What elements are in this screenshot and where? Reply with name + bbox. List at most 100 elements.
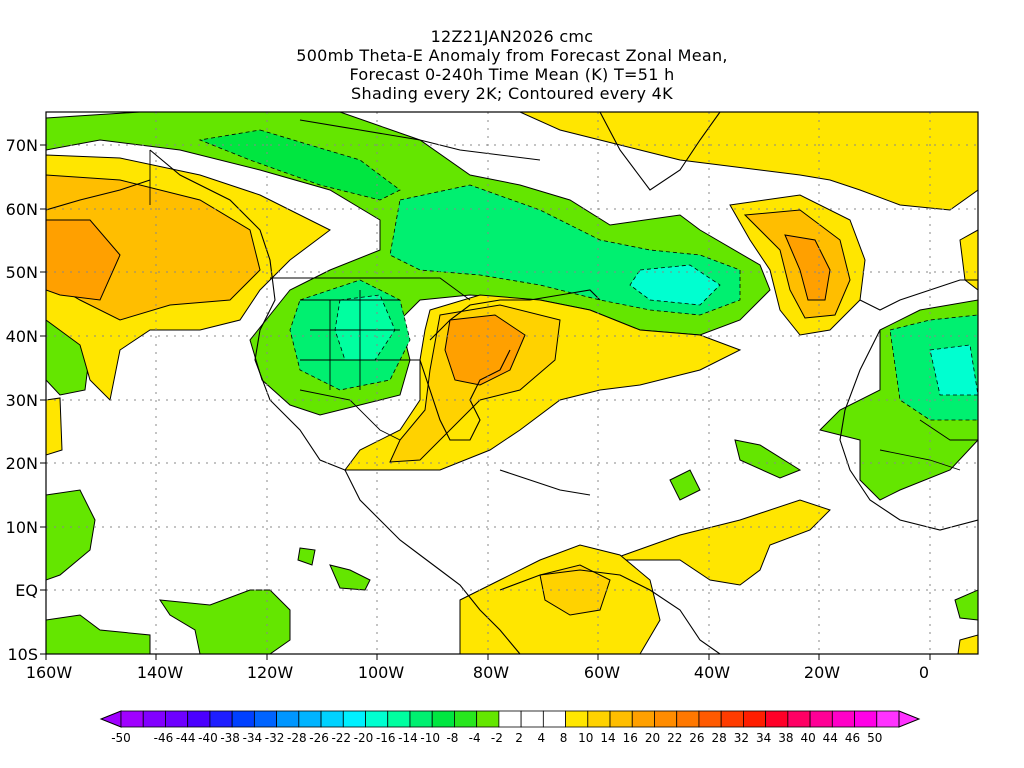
lon-label: 20W: [804, 663, 840, 682]
colorbar-swatch: [876, 710, 900, 728]
colorbar-min-arrow: [99, 710, 122, 728]
colorbar-label: -32: [265, 731, 285, 745]
lon-label: 160W: [26, 663, 73, 682]
colorbar-swatch: [276, 710, 300, 728]
colorbar-label: -40: [198, 731, 218, 745]
colorbar-swatch: [698, 710, 722, 728]
colorbar-label: 22: [667, 731, 682, 745]
colorbar-swatch: [720, 710, 744, 728]
map-title-line-3: Forecast 0-240h Time Mean (K) T=51 h: [349, 65, 675, 84]
colorbar-label: -38: [220, 731, 240, 745]
colorbar-label: 28: [712, 731, 727, 745]
colorbar-swatch: [476, 710, 500, 728]
lat-label: 70N: [6, 136, 38, 155]
colorbar-swatch: [454, 710, 478, 728]
colorbar-label: 8: [560, 731, 568, 745]
axis-ticks: [40, 144, 931, 660]
colorbar-swatch: [342, 710, 366, 728]
lat-label: 60N: [6, 200, 38, 219]
colorbar-label: 16: [623, 731, 638, 745]
lon-label: 80W: [473, 663, 509, 682]
map-plot-area: [46, 112, 978, 654]
colorbar-swatch: [654, 710, 678, 728]
colorbar-label: 40: [800, 731, 815, 745]
colorbar-label: 26: [689, 731, 704, 745]
lon-label: 60W: [584, 663, 620, 682]
colorbar-swatch: [787, 710, 811, 728]
lat-label: 50N: [6, 263, 38, 282]
colorbar-label: -46: [154, 731, 174, 745]
colorbar-label: 34: [756, 731, 771, 745]
lat-label: 30N: [6, 391, 38, 410]
strong-negative-shading: [198, 129, 978, 421]
colorbar-label: -14: [398, 731, 418, 745]
colorbar-swatch: [142, 710, 166, 728]
lat-label: 10S: [7, 645, 38, 664]
colorbar-swatch: [387, 710, 411, 728]
map-title-line-2: 500mb Theta-E Anomaly from Forecast Zona…: [296, 46, 728, 65]
lon-label: 40W: [694, 663, 730, 682]
colorbar-label: -26: [309, 731, 329, 745]
colorbar-label: 44: [823, 731, 838, 745]
colorbar-label: 38: [778, 731, 793, 745]
colorbar-label: -16: [376, 731, 396, 745]
colorbar-label: -8: [446, 731, 458, 745]
colorbar-label: 46: [845, 731, 860, 745]
colorbar-label: 20: [645, 731, 660, 745]
colorbar-swatch: [431, 710, 455, 728]
positive-anomaly-shading: [46, 112, 978, 654]
colorbar: -50 -46 -44 -40 -38 -34 -32 -28 -26 -22 -20 -16 -14-…: [99, 710, 921, 745]
colorbar-label: -50: [111, 731, 131, 745]
latitude-labels: 70N 60N 50N 40N 30N 20N 10N EQ 10S: [6, 136, 38, 664]
lon-label: 0: [919, 663, 929, 682]
colorbar-label: -2: [491, 731, 503, 745]
lat-label: 20N: [6, 454, 38, 473]
colorbar-swatch: [231, 710, 255, 728]
colorbar-label: -28: [287, 731, 307, 745]
colorbar-label: 14: [600, 731, 615, 745]
map-frame: [45, 111, 979, 655]
colorbar-swatch: [831, 710, 855, 728]
colorbar-label: -20: [354, 731, 374, 745]
colorbar-label: 2: [515, 731, 523, 745]
borders: [149, 150, 978, 471]
lat-label: EQ: [15, 581, 38, 600]
colorbar-label: -44: [176, 731, 196, 745]
lon-label: 100W: [358, 663, 405, 682]
longitude-labels: 160W 140W 120W 100W 80W 60W 40W 20W 0: [26, 663, 929, 682]
colorbar-swatch: [498, 710, 522, 728]
colorbar-swatch: [520, 710, 544, 728]
map-title-line-4: Shading every 2K; Contoured every 4K: [351, 84, 673, 103]
colorbar-swatch: [676, 710, 700, 728]
colorbar-max-arrow: [898, 710, 921, 728]
colorbar-swatch: [187, 710, 211, 728]
colorbar-swatch: [587, 710, 611, 728]
colorbar-label: 32: [734, 731, 749, 745]
colorbar-swatch: [542, 710, 566, 728]
colorbar-swatch: [609, 710, 633, 728]
colorbar-swatch: [854, 710, 878, 728]
colorbar-swatch: [365, 710, 389, 728]
colorbar-label: 4: [538, 731, 546, 745]
map-title-line-1: 12Z21JAN2026 cmc: [430, 27, 594, 46]
colorbar-swatch: [631, 710, 655, 728]
colorbar-swatch: [165, 710, 189, 728]
colorbar-swatch: [120, 710, 144, 728]
lat-label: 40N: [6, 327, 38, 346]
colorbar-label: -10: [420, 731, 440, 745]
colorbar-label: -22: [331, 731, 351, 745]
colorbar-swatch: [209, 710, 233, 728]
colorbar-swatch: [253, 710, 278, 728]
lat-label: 10N: [6, 518, 38, 537]
colorbar-label: -34: [243, 731, 263, 745]
colorbar-swatch: [298, 710, 322, 728]
lon-label: 140W: [137, 663, 184, 682]
colorbar-swatch: [743, 710, 767, 728]
lon-label: 120W: [247, 663, 294, 682]
colorbar-swatch: [765, 710, 789, 728]
colorbar-swatch: [809, 710, 833, 728]
colorbar-swatch: [409, 710, 433, 728]
colorbar-label: -4: [469, 731, 481, 745]
colorbar-swatch: [320, 710, 344, 728]
